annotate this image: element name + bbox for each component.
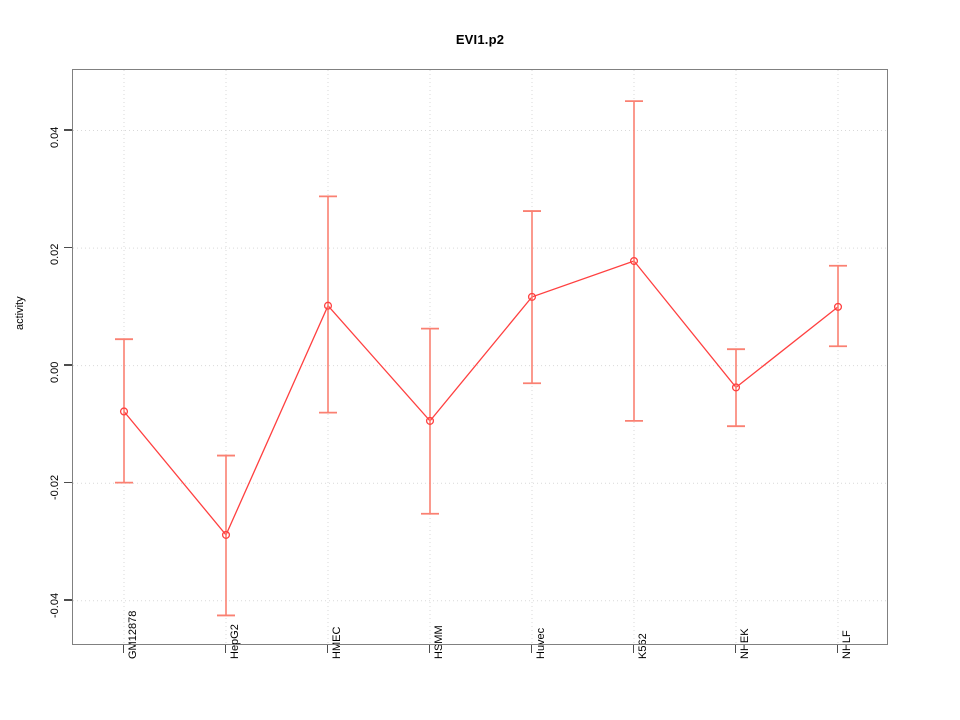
y-tick-mark bbox=[64, 246, 72, 249]
plot-frame bbox=[72, 69, 889, 646]
data-point-marker[interactable] bbox=[527, 292, 537, 301]
x-tick-mark bbox=[122, 645, 124, 653]
y-tick-mark bbox=[64, 599, 72, 601]
x-tick-mark bbox=[836, 645, 838, 653]
y-tick-mark bbox=[64, 364, 72, 366]
y-tick-label: -0.04 bbox=[49, 592, 61, 618]
data-point-marker[interactable] bbox=[119, 407, 129, 416]
y-tick-label: 0.02 bbox=[49, 243, 61, 266]
x-tick-mark bbox=[428, 645, 430, 653]
x-tick-mark bbox=[632, 645, 634, 653]
page-title: EVI1.p2 bbox=[455, 32, 505, 47]
y-tick-mark bbox=[64, 481, 72, 484]
y-tick-label: 0.04 bbox=[49, 126, 61, 148]
y-tick-label: -0.02 bbox=[49, 475, 61, 501]
series-line bbox=[123, 260, 839, 537]
data-point-marker[interactable] bbox=[731, 383, 741, 392]
data-point-marker[interactable] bbox=[323, 301, 333, 310]
data-point-marker[interactable] bbox=[221, 530, 231, 539]
y-tick-mark bbox=[64, 129, 72, 131]
x-tick-mark bbox=[530, 645, 532, 653]
y-axis-label: activity bbox=[14, 296, 26, 330]
y-tick-label: 0.00 bbox=[49, 361, 61, 383]
x-tick-mark bbox=[734, 645, 736, 653]
x-tick-mark bbox=[224, 645, 226, 653]
data-point-marker[interactable] bbox=[833, 302, 843, 311]
data-point-marker[interactable] bbox=[425, 416, 435, 425]
plot-area bbox=[73, 70, 889, 646]
data-point-marker[interactable] bbox=[629, 256, 639, 266]
x-tick-mark bbox=[326, 645, 328, 653]
